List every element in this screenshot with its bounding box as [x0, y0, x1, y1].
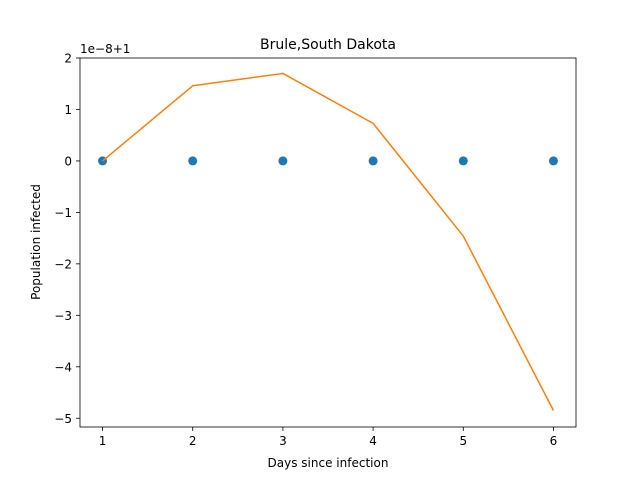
y-tick-label: −1	[54, 206, 72, 220]
data-point	[368, 156, 378, 166]
y-tick-label: 0	[64, 154, 72, 168]
axes-frame	[79, 57, 577, 428]
y-tick-label: −3	[54, 309, 72, 323]
plot-area	[98, 72, 558, 411]
data-point	[458, 156, 468, 166]
y-tick-label: −5	[54, 412, 72, 426]
x-tick-label: 6	[550, 434, 558, 448]
x-axis-label: Days since infection	[268, 456, 389, 470]
x-tick-label: 4	[369, 434, 377, 448]
series-line	[102, 72, 555, 411]
x-tick-label: 1	[99, 434, 107, 448]
x-tick-label: 2	[189, 434, 197, 448]
y-axis-label: Population infected	[29, 184, 43, 300]
data-point	[278, 156, 288, 166]
data-point	[188, 156, 198, 166]
y-tick-label: 1	[64, 103, 72, 117]
data-point	[548, 156, 558, 166]
chart-title: Brule,South Dakota	[260, 37, 396, 53]
x-tick-label: 3	[279, 434, 287, 448]
x-tick-label: 5	[459, 434, 467, 448]
y-offset-label: 1e−8+1	[80, 42, 130, 56]
y-tick-label: 2	[64, 52, 72, 66]
y-tick-label: −4	[54, 360, 72, 374]
axes: 1 2 3 4 5 6 −5 −4 −3 −2 −1 0 1 2	[54, 52, 577, 448]
y-tick-label: −2	[54, 257, 72, 271]
